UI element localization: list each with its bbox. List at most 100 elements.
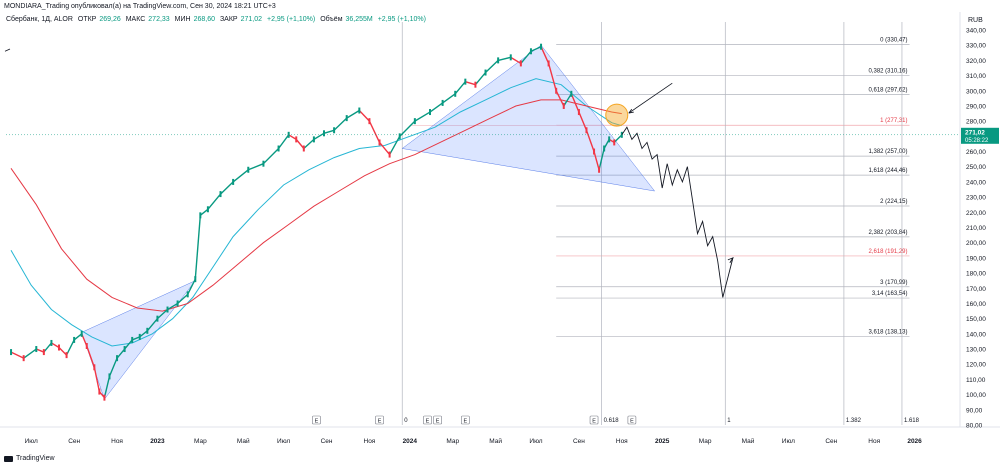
tradingview-brand: TradingView [16,455,55,462]
triangle-pattern [401,44,656,192]
y-tick-label: 170,00 [966,286,986,293]
y-tick-label: 310,00 [966,73,986,80]
price-candle [540,43,543,50]
fib-level-label: 0 (330,47) [880,37,907,43]
fib-level-label: 2,382 (203,84) [868,230,907,236]
price-candle [398,133,401,140]
price-segment [187,278,196,295]
price-segment [303,138,315,150]
price-segment [194,215,202,280]
price-axis[interactable]: 340,00 330,00 320,00 310,00 300,00 290,00 280,… [961,28,999,430]
x-tick-label: Сен [321,438,333,445]
price-segment [333,117,348,131]
x-tick-label: Ноя [111,438,123,445]
price-candle [199,212,202,219]
price-segment [485,59,499,74]
price-segment [23,348,37,359]
price-segment [108,357,118,377]
y-tick-label: 110,00 [966,377,986,384]
price-segment [585,130,595,152]
x-tick-label: Май [489,437,502,445]
fib-level-label: 3 (170,99) [880,280,907,286]
fib-level-label: 3,618 (138,13) [868,330,907,336]
price-segment [10,351,24,359]
fib-level-label: 0,382 (310,16) [868,68,907,74]
high-value: 272,33 [148,16,170,23]
currency-label[interactable]: RUB [968,17,983,24]
price-segment [199,208,209,216]
price-segment [103,376,111,398]
fib-level-label: 2,618 (191,29) [868,249,907,255]
highlight-circle [605,103,629,127]
price-segment [116,348,126,359]
price-candle [585,127,588,134]
price-candle [547,60,550,67]
price-candle [22,355,25,362]
price-segment [73,333,83,341]
price-candle [484,69,487,76]
price-candle [497,57,500,64]
price-candle [333,127,336,134]
price-candle [138,333,141,340]
pointer-arrow-line [628,82,673,114]
price-candle [429,109,431,116]
price-segment [368,120,381,143]
low-label: МИН [174,16,191,23]
series-group [10,43,734,401]
time-fib-label: 1.618 [904,418,920,424]
y-tick-label: 80,00 [966,423,983,430]
x-tick-label: Июл [277,438,290,445]
annotations [4,48,960,136]
y-tick-label: 230,00 [966,195,986,202]
event-marker-label: E [630,419,634,425]
price-segment [58,347,68,356]
price-candle [42,349,45,356]
price-candle [608,136,611,143]
price-segment [593,151,600,170]
price-segment [555,90,565,107]
price-candle [194,276,197,283]
x-tick-label: Сен [825,438,837,445]
time-axis[interactable]: Июл Сен Ноя 2023 Мар Май Июл Сен Ноя 2024 Мар Май Ию… [25,415,923,445]
price-segment [288,134,297,140]
fast-ma-line [10,78,622,347]
price-segment [570,93,580,113]
price-segment [540,46,550,64]
price-candle [378,139,381,146]
time-fib-label: 1 [727,418,731,424]
price-segment [454,81,466,95]
slow-ma-line [10,99,622,312]
price-candle [413,118,416,125]
price-candle [529,48,532,55]
price-segment [167,302,178,311]
price-candle [570,90,573,97]
price-candle [93,364,96,371]
price-candle [186,291,189,298]
price-candle [312,136,315,143]
price-candle [98,388,101,395]
price-candle [103,394,106,401]
price-segment [414,111,431,122]
event-marker-label: E [463,419,467,425]
price-segment [429,102,444,113]
price-segment [295,138,305,149]
price-segment [86,345,95,368]
time-fib-label: 0 [404,418,408,424]
price-segment [378,141,391,156]
price-segment [313,132,325,140]
symbol-name[interactable]: Сбербанк, 1Д, ALOR [6,16,73,23]
fib-level-label: 2 (224,15) [880,199,907,205]
price-candle [232,178,235,185]
y-tick-label: 150,00 [966,316,986,323]
price-segment [497,56,511,62]
volume-change: +2,95 (+1,10%) [377,16,426,23]
event-marker-icon [461,415,470,425]
price-candle [441,99,444,106]
pointer-arrow-icon [628,108,634,114]
x-tick-label: Сен [573,438,585,445]
price-candle [206,206,209,213]
price-segment [220,181,234,195]
event-marker-label: E [426,419,430,425]
volume-value: 36,255M [345,16,373,23]
